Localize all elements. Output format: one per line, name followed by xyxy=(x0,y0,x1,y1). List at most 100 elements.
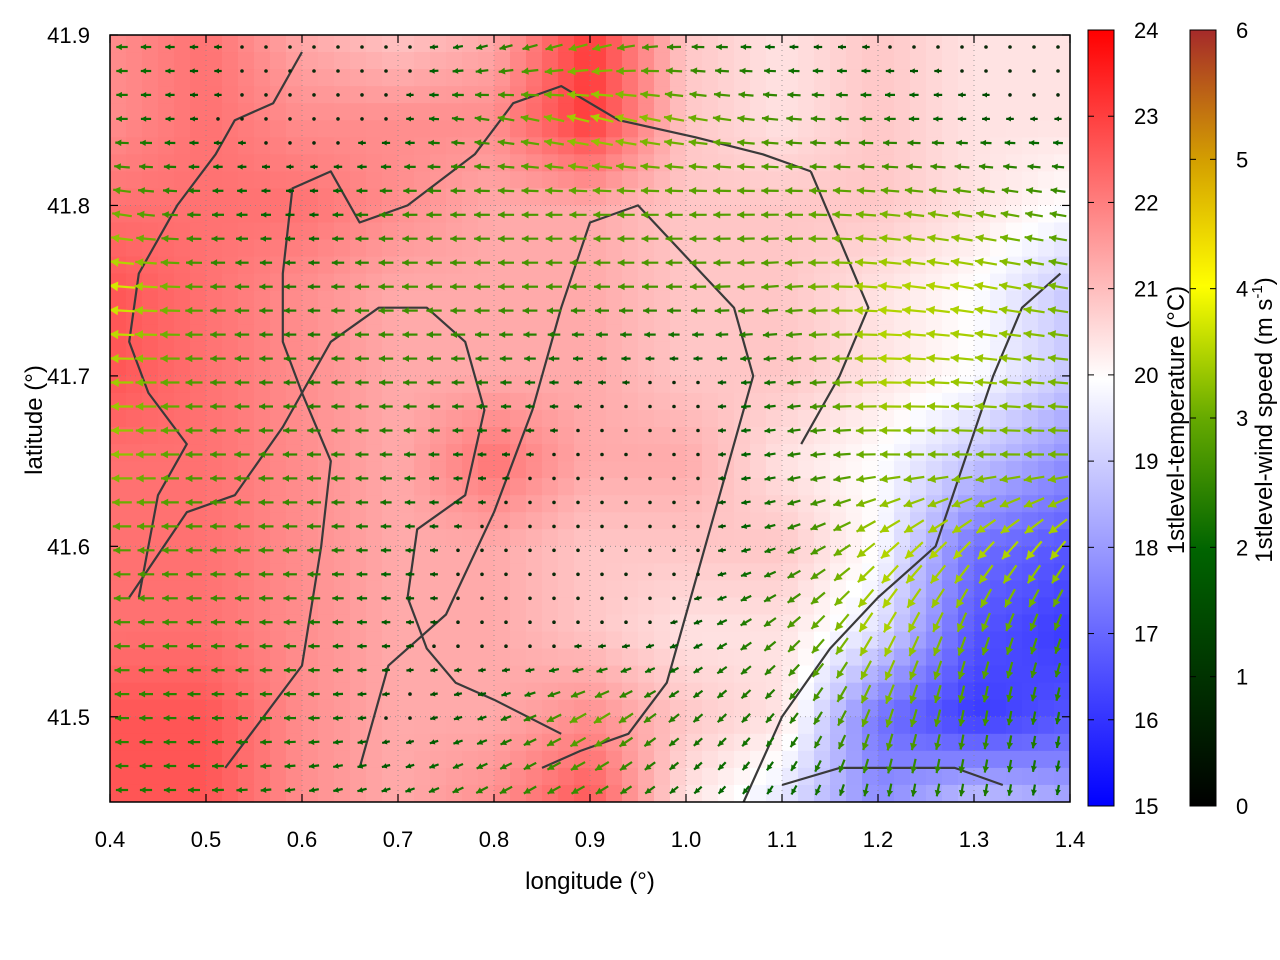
heatmap-cell xyxy=(318,103,335,121)
heatmap-cell xyxy=(670,222,687,241)
heatmap-cell xyxy=(270,648,287,667)
heatmap-cell xyxy=(990,222,1007,241)
wind-arrow xyxy=(138,618,154,626)
heatmap-cell xyxy=(190,120,207,138)
heatmap-cell xyxy=(206,767,223,786)
heatmap-cell xyxy=(110,409,127,428)
heatmap-cell xyxy=(142,120,159,138)
heatmap-cell xyxy=(446,120,463,138)
wind-arrow xyxy=(790,784,798,796)
wind-arrow xyxy=(284,787,296,793)
heatmap-cell xyxy=(574,341,591,360)
heatmap-cell xyxy=(638,682,655,701)
wind-arrow xyxy=(956,139,968,146)
heatmap-cell xyxy=(958,69,975,87)
heatmap-cell xyxy=(766,256,783,275)
wind-arrow xyxy=(450,211,466,219)
heatmap-cell xyxy=(286,699,303,718)
wind-arrow xyxy=(405,739,415,745)
wind-arrow xyxy=(308,763,320,769)
heatmap-cell xyxy=(510,529,527,547)
wind-arrow xyxy=(544,90,564,99)
wind-arrow xyxy=(836,685,848,703)
wind-arrow xyxy=(737,211,755,219)
heatmap-cell xyxy=(382,358,399,377)
heatmap-cell xyxy=(622,716,639,735)
colorbar-tick-label: 20 xyxy=(1134,363,1158,388)
heatmap-cell xyxy=(590,341,607,360)
heatmap-cell xyxy=(974,120,991,138)
wind-arrow xyxy=(1008,45,1012,49)
wind-arrow xyxy=(1048,234,1068,243)
wind-arrow xyxy=(1054,687,1062,702)
heatmap-cell xyxy=(702,290,719,309)
heatmap-cell xyxy=(750,563,767,582)
wind-arrow xyxy=(884,659,896,681)
wind-arrow xyxy=(857,163,875,171)
heatmap-cell xyxy=(862,392,879,411)
heatmap-cell xyxy=(558,699,575,718)
wind-arrow xyxy=(474,211,490,219)
wind-arrow xyxy=(787,546,801,555)
wind-arrow xyxy=(648,500,652,505)
heatmap-cell xyxy=(126,35,143,53)
heatmap-cell xyxy=(1022,154,1039,172)
heatmap-cell xyxy=(974,222,991,241)
heatmap-cell xyxy=(750,682,767,701)
heatmap-cell xyxy=(462,137,479,155)
heatmap-cell xyxy=(974,69,991,87)
heatmap-cell xyxy=(830,341,847,360)
heatmap-cell xyxy=(846,631,863,650)
heatmap-cell xyxy=(126,69,143,87)
heatmap-cell xyxy=(462,375,479,394)
heatmap-cell xyxy=(222,444,239,462)
wind-arrow xyxy=(570,690,586,698)
wind-arrow xyxy=(761,259,779,267)
wind-arrow xyxy=(210,379,226,387)
heatmap-cell xyxy=(126,205,143,224)
heatmap-cell xyxy=(718,188,735,207)
wind-arrow xyxy=(878,305,902,315)
wind-arrow xyxy=(552,596,556,601)
heatmap-cell xyxy=(542,375,559,394)
heatmap-cell xyxy=(734,171,751,189)
wind-arrow xyxy=(975,234,997,243)
wind-arrow xyxy=(672,428,676,433)
wind-arrow xyxy=(550,427,558,434)
heatmap-cell xyxy=(734,35,751,53)
heatmap-cell xyxy=(910,392,927,411)
wind-arrow xyxy=(616,186,636,195)
wind-arrow xyxy=(1025,210,1043,219)
heatmap-cell xyxy=(638,427,655,445)
heatmap-cell xyxy=(1054,188,1070,207)
heatmap-cell xyxy=(414,495,431,513)
heatmap-cell xyxy=(1006,137,1023,155)
wind-arrow xyxy=(739,331,753,338)
wind-arrow xyxy=(408,692,412,696)
wind-arrow xyxy=(615,90,637,99)
heatmap-cell xyxy=(334,444,351,462)
wind-arrow xyxy=(668,690,680,699)
heatmap-cell xyxy=(254,35,271,53)
wind-arrow xyxy=(453,475,463,482)
wind-arrow xyxy=(357,164,367,170)
heatmap-cell xyxy=(590,512,607,530)
heatmap-cell xyxy=(558,205,575,224)
heatmap-cell xyxy=(606,171,623,189)
heatmap-cell xyxy=(510,716,527,735)
wind-arrow xyxy=(1030,686,1038,702)
wind-arrow xyxy=(380,523,392,530)
wind-arrow xyxy=(934,783,942,797)
wind-arrow xyxy=(1055,760,1061,772)
heatmap-cell xyxy=(206,597,223,616)
wind-arrow xyxy=(879,519,901,534)
heatmap-cell xyxy=(190,69,207,87)
wind-arrow xyxy=(521,259,539,267)
wind-arrow xyxy=(785,139,803,147)
heatmap-cell xyxy=(206,580,223,599)
heatmap-cell xyxy=(270,665,287,684)
heatmap-cell xyxy=(254,154,271,172)
wind-arrow xyxy=(283,307,297,314)
heatmap-cell xyxy=(270,529,287,547)
wind-arrow xyxy=(259,379,273,386)
